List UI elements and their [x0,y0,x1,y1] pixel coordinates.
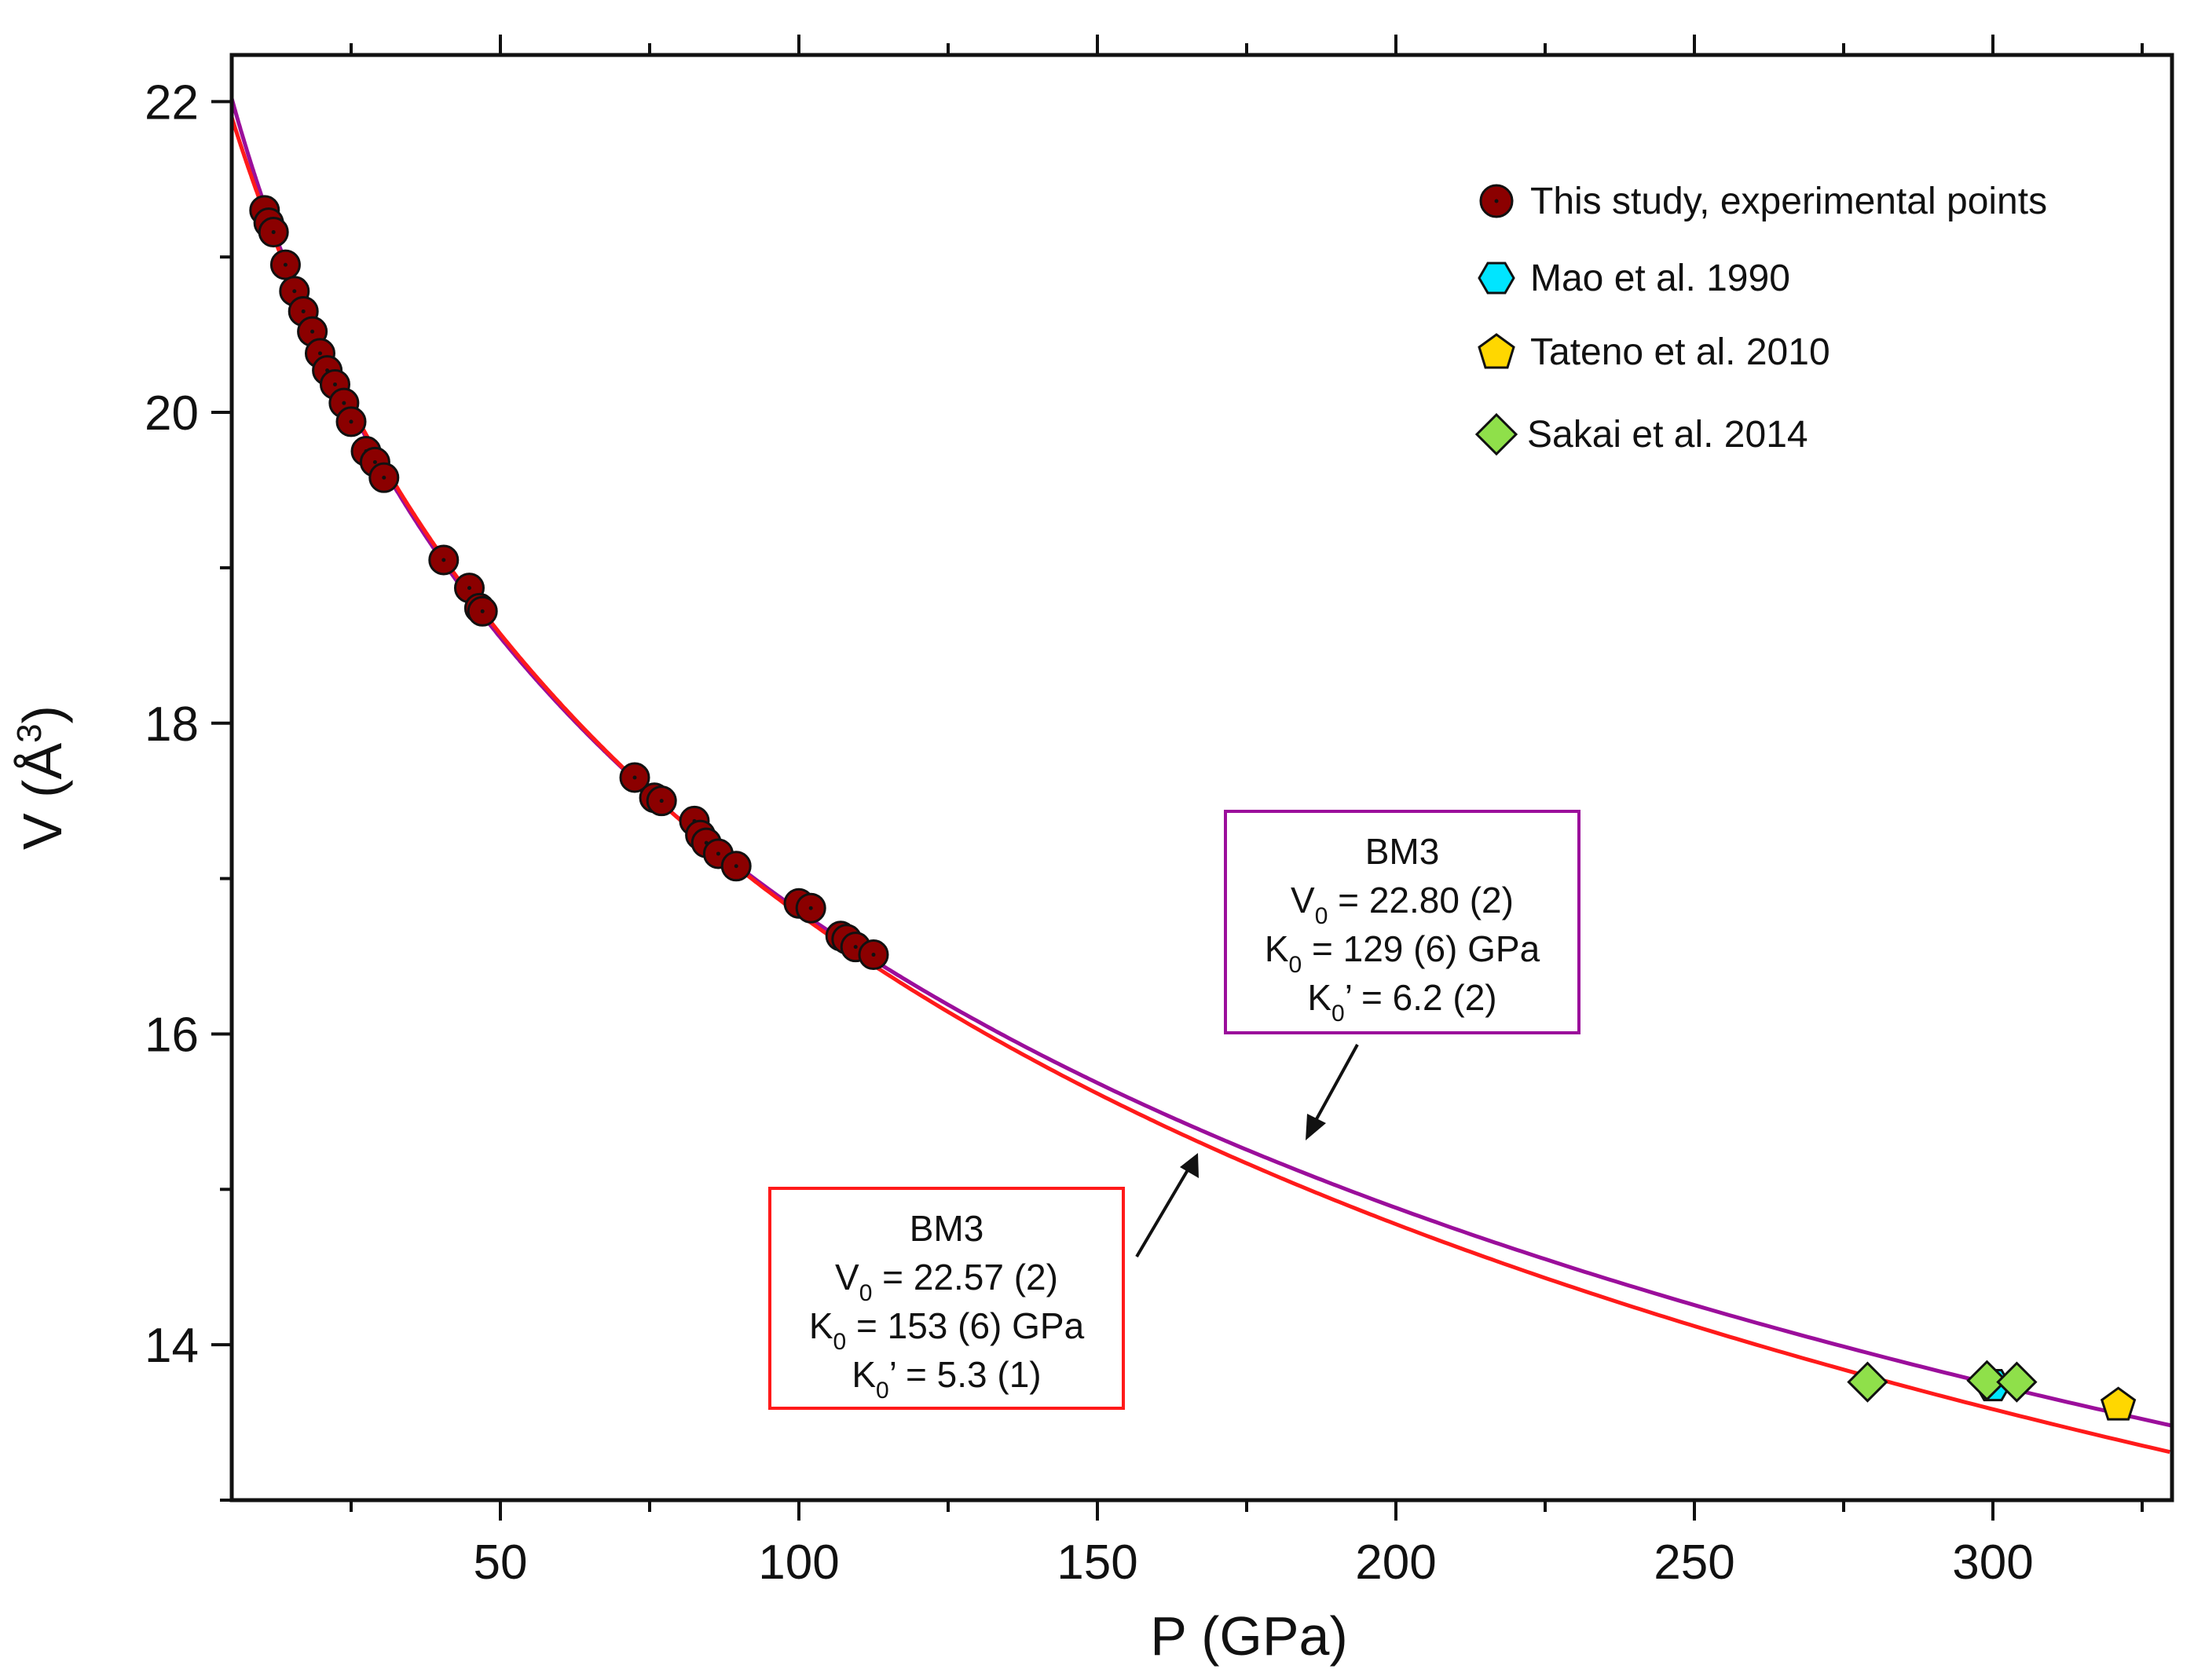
legend: This study, experimental points Mao et a… [1474,181,2047,456]
fit-box-purple-title: BM3 [1365,831,1440,872]
point-center-this-study-experimental-points [372,459,377,464]
point-center-this-study-experimental-points [871,953,876,957]
fit-box-red-k0: K0 = 153 (6) GPa [809,1305,1085,1355]
y-tick-label: 18 [145,697,199,752]
y-axis-label: V (Å3) [10,705,73,850]
y-axis-label-sup: 3 [10,723,49,742]
legend-label-sakai: Sakai et al. 2014 [1527,414,1808,456]
fit-box-purple: BM3 V0 = 22.80 (2) K0 = 129 (6) GPa K0’ … [1224,810,1580,1034]
point-center-this-study-experimental-points [632,775,637,780]
fit-curve-purple [229,87,2172,1428]
point-sakai-et-al-2014 [1847,1361,1888,1403]
y-tick-label: 22 [145,75,199,130]
point-center-this-study-experimental-points [317,351,322,356]
y-tick-label: 16 [145,1008,199,1062]
point-center-this-study-experimental-points [310,329,315,334]
point-center-this-study-experimental-points [734,864,738,869]
fit-box-purple-v0: V0 = 22.80 (2) [1291,880,1514,929]
y-axis-label-close: ) [12,705,73,723]
fit-box-red-title: BM3 [910,1208,984,1249]
point-center-this-study-experimental-points [382,475,386,480]
point-center-this-study-experimental-points [301,309,306,313]
points-layer [249,195,2137,1421]
ticks-layer [211,35,2144,1521]
fit-box-red-k0p: K0’ = 5.3 (1) [852,1354,1041,1404]
legend-marker-sakai [1474,412,1518,456]
svg-text:V (Å3): V (Å3) [10,705,73,850]
fit-box-purple-k0p: K0’ = 6.2 (2) [1307,977,1496,1027]
point-center-this-study-experimental-points [332,382,337,386]
point-tateno-et-al-2010 [2100,1386,2137,1421]
legend-label-tateno: Tateno et al. 2010 [1530,331,1830,373]
x-tick-label: 300 [1952,1535,2033,1590]
point-sakai-et-al-2014 [1966,1360,2008,1401]
arrow-red [1135,1153,1199,1258]
fit-curve-red [229,108,2170,1455]
x-tick-label: 200 [1355,1535,1436,1590]
point-center-this-study-experimental-points [441,558,446,562]
point-center-this-study-experimental-points [716,851,720,856]
y-tick-label: 20 [145,386,199,441]
legend-marker-mao [1478,262,1515,295]
y-axis-label-main: V (Å [12,743,73,850]
legend-marker-this-study [1479,184,1514,218]
point-center-this-study-experimental-points [480,609,485,613]
legend-label-mao: Mao et al. 1990 [1530,258,1790,299]
point-center-this-study-experimental-points [349,419,353,424]
fit-box-purple-k0: K0 = 129 (6) GPa [1265,928,1540,978]
fit-box-red-v0: V0 = 22.57 (2) [835,1257,1058,1306]
point-center-this-study-experimental-points [342,401,346,405]
legend-label-this-study: This study, experimental points [1530,181,2047,222]
point-center-this-study-experimental-points [271,230,276,235]
x-tick-label: 250 [1654,1535,1734,1590]
point-center-this-study-experimental-points [467,586,471,591]
plot-frame [229,53,2174,1502]
x-tick-label: 150 [1057,1535,1137,1590]
fit-box-red: BM3 V0 = 22.57 (2) K0 = 153 (6) GPa K0’ … [768,1187,1125,1410]
point-center-this-study-experimental-points [283,262,288,267]
point-sakai-et-al-2014 [1996,1361,2038,1403]
tick-labels-layer: 50 100 150 200 250 300 14 16 18 20 22 [145,75,2034,1590]
x-axis-label: P (GPa) [1150,1605,1348,1667]
point-center-this-study-experimental-points [853,945,858,950]
x-tick-label: 100 [758,1535,839,1590]
point-center-this-study-experimental-points [292,289,297,294]
point-center-this-study-experimental-points [659,799,664,803]
arrow-purple [1306,1044,1359,1140]
legend-marker-tateno [1478,333,1515,369]
x-tick-label: 50 [474,1535,528,1590]
curves-layer [229,87,2172,1455]
y-tick-label: 14 [145,1319,199,1373]
point-center-this-study-experimental-points [808,906,813,910]
